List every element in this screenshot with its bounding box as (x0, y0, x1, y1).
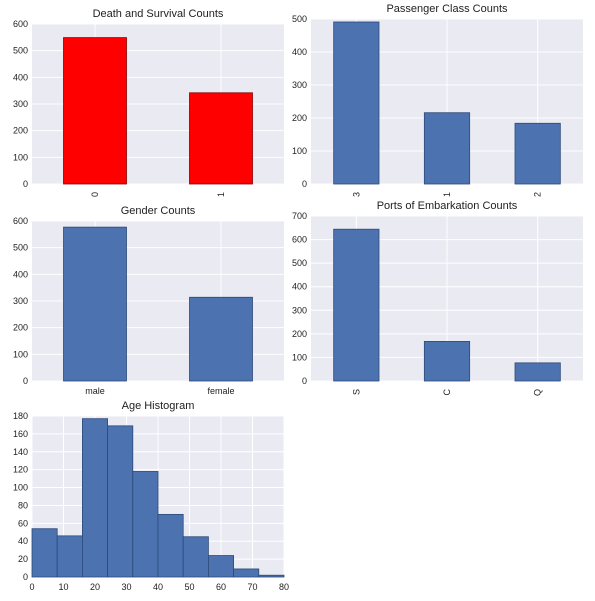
x-tick-label: 1 (442, 192, 452, 197)
y-tick-label: 200 (13, 126, 28, 136)
y-tick-label: 200 (13, 323, 28, 333)
histogram-bar (107, 425, 134, 578)
histogram-bar (157, 513, 184, 578)
x-tick-label: 80 (279, 582, 289, 592)
y-tick-label: 80 (18, 500, 28, 510)
chart-title: Passenger Class Counts (386, 3, 508, 15)
y-tick-label: 120 (13, 465, 28, 475)
chart-3: 0 100 200 300 400 500 600 700 Ports of Embarkati… (292, 200, 583, 396)
y-tick-label: 40 (18, 536, 28, 546)
y-tick-label: 500 (292, 258, 307, 268)
x-tick-label: 0 (29, 582, 34, 592)
y-tick-label: 60 (18, 518, 28, 528)
y-tick-label: 0 (23, 572, 28, 582)
y-tick-label: 300 (13, 296, 28, 306)
y-tick-label: 400 (292, 47, 307, 57)
bar-2 (514, 122, 561, 185)
chart-title: Ports of Embarkation Counts (377, 200, 518, 212)
x-tick-label: 0 (90, 192, 100, 197)
y-tick-label: 400 (13, 269, 28, 279)
y-tick-label: 0 (23, 376, 28, 386)
x-tick-label: 3 (351, 192, 361, 197)
y-tick-label: 0 (302, 179, 307, 189)
chart-4: 0 20 40 60 80 100 120 140 160 180 Age Histogram 0 10… (13, 400, 289, 592)
y-tick-label: 300 (13, 99, 28, 109)
y-tick-label: 20 (18, 554, 28, 564)
bar-0 (63, 37, 127, 185)
y-tick-label: 600 (13, 216, 28, 226)
histogram-bar (182, 536, 209, 578)
x-tick-label: female (207, 386, 234, 396)
histogram-bar (82, 418, 109, 578)
x-tick-label: 2 (533, 192, 543, 197)
x-tick-label: 40 (153, 582, 163, 592)
x-tick-label: S (351, 389, 361, 395)
y-tick-label: 500 (13, 46, 28, 56)
bar-S (333, 228, 380, 382)
x-tick-label: 1 (216, 192, 226, 197)
y-tick-label: 140 (13, 447, 28, 457)
y-tick-label: 400 (13, 72, 28, 82)
bar-Q (514, 362, 561, 382)
chart-2: 0 100 200 300 400 500 600 Gender Counts male fema… (13, 205, 284, 396)
histogram-bar (56, 535, 83, 578)
chart-1: 0 100 200 300 400 500 Passenger Class Counts 3 1… (292, 3, 583, 197)
chart-title: Gender Counts (121, 205, 196, 217)
y-tick-label: 500 (13, 243, 28, 253)
histogram-bar (31, 528, 58, 578)
x-tick-label: male (85, 386, 105, 396)
x-tick-label: 30 (121, 582, 131, 592)
y-tick-label: 300 (292, 80, 307, 90)
y-tick-label: 400 (292, 282, 307, 292)
x-tick-label: 60 (216, 582, 226, 592)
y-tick-label: 100 (13, 152, 28, 162)
y-tick-label: 100 (292, 146, 307, 156)
x-tick-label: 20 (90, 582, 100, 592)
chart-0: 0 100 200 300 400 500 600 Death and Survival Co… (13, 8, 284, 197)
chart-title: Death and Survival Counts (93, 8, 224, 20)
x-tick-label: 70 (247, 582, 257, 592)
y-tick-label: 100 (13, 349, 28, 359)
y-tick-label: 200 (292, 113, 307, 123)
y-tick-label: 600 (13, 19, 28, 29)
y-tick-label: 300 (292, 305, 307, 315)
x-tick-label: 50 (184, 582, 194, 592)
bar-1 (189, 92, 253, 185)
bar-C (423, 340, 471, 382)
y-tick-label: 500 (292, 14, 307, 24)
bar-1 (423, 112, 471, 185)
y-tick-label: 180 (13, 411, 28, 421)
bar-female (189, 296, 253, 382)
histogram-bar (132, 471, 159, 578)
y-tick-label: 160 (13, 429, 28, 439)
y-tick-label: 0 (302, 376, 307, 386)
chart-title: Age Histogram (122, 400, 195, 412)
y-tick-label: 100 (292, 352, 307, 362)
x-tick-label: 10 (58, 582, 68, 592)
x-tick-label: Q (533, 389, 543, 396)
y-tick-label: 600 (292, 235, 307, 245)
y-tick-label: 700 (292, 211, 307, 221)
y-tick-label: 200 (292, 329, 307, 339)
bar-male (63, 226, 127, 382)
histogram-bar (258, 574, 285, 578)
y-tick-label: 0 (23, 179, 28, 189)
y-tick-label: 100 (13, 483, 28, 493)
histogram-bar (233, 568, 260, 578)
bar-3 (333, 21, 380, 185)
x-tick-label: C (442, 389, 452, 396)
histogram-bar (207, 555, 234, 578)
